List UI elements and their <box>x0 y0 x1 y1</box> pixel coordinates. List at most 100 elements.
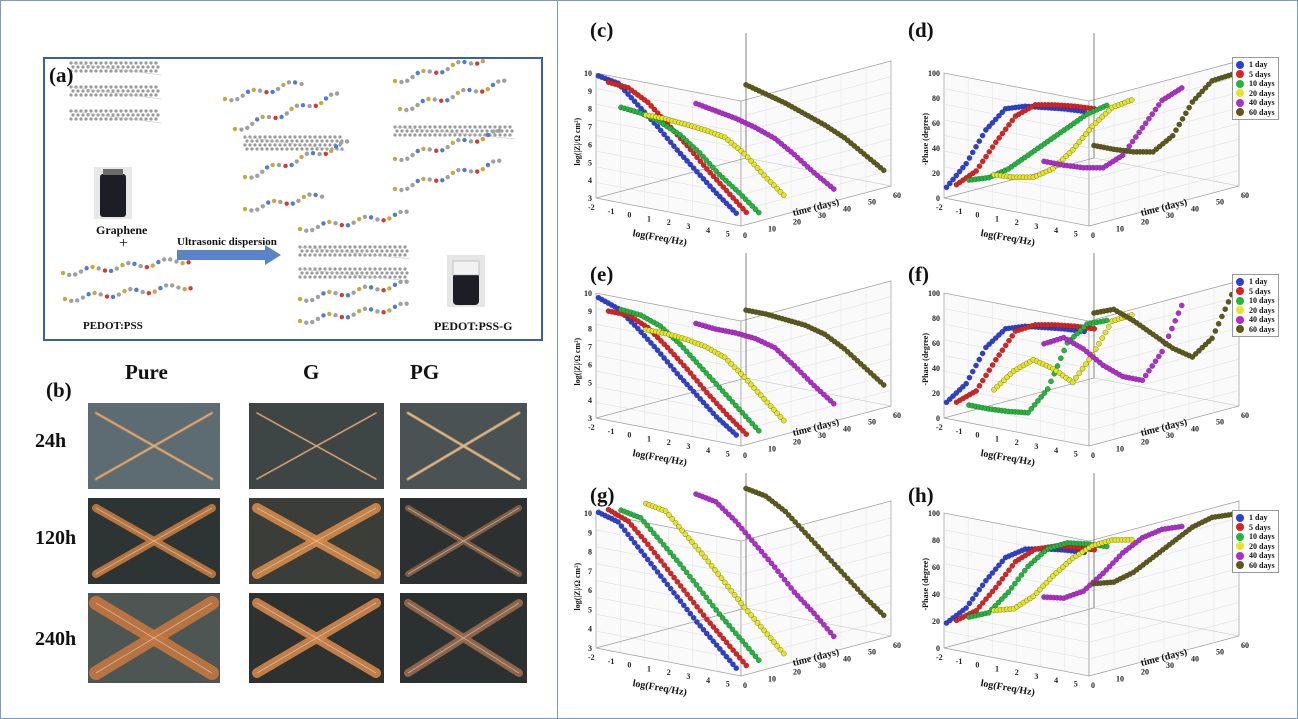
data-point <box>778 572 785 579</box>
data-point <box>1128 97 1135 103</box>
atom <box>139 109 143 113</box>
atom <box>307 192 312 197</box>
data-point <box>1040 583 1046 589</box>
data-point <box>696 150 703 156</box>
freq-tick-label: 5 <box>1074 450 1078 459</box>
atom <box>387 286 392 291</box>
atom <box>116 89 120 93</box>
atom <box>111 113 115 117</box>
atom <box>124 93 128 97</box>
data-point <box>733 402 739 409</box>
atom <box>94 69 98 73</box>
atom <box>268 135 272 139</box>
time-tick-label: 20 <box>793 668 801 677</box>
atom <box>126 260 131 266</box>
data-point <box>738 371 744 377</box>
data-point <box>755 545 762 551</box>
data-point <box>717 646 723 652</box>
data-point <box>1172 318 1178 324</box>
atom <box>271 198 277 204</box>
panel-label-e: (e) <box>590 262 614 286</box>
time-tick-label: 20 <box>793 218 801 227</box>
y-tick-label: 9 <box>588 87 592 96</box>
legend-marker <box>1236 542 1244 551</box>
time-tick-label: 50 <box>868 198 876 207</box>
data-point <box>742 642 749 648</box>
atom <box>390 271 394 275</box>
data-point <box>976 383 983 389</box>
atom <box>154 61 158 65</box>
polymer-chain <box>242 192 325 213</box>
atom <box>313 275 317 279</box>
atom <box>74 93 78 97</box>
atom <box>415 148 420 154</box>
polymer-chain <box>392 50 502 85</box>
atom <box>334 91 340 96</box>
data-point <box>762 552 768 559</box>
legend-marker <box>1236 551 1244 560</box>
atom <box>397 106 403 112</box>
atom <box>303 245 307 249</box>
data-point <box>767 635 774 641</box>
atom <box>296 198 301 204</box>
data-point <box>1086 127 1092 133</box>
series-20-days <box>643 500 787 657</box>
data-point <box>736 424 743 431</box>
data-point <box>726 203 733 210</box>
atom <box>497 158 502 163</box>
atom <box>86 292 91 297</box>
atom <box>74 85 78 89</box>
atom <box>315 139 319 143</box>
data-point <box>674 370 680 377</box>
atom <box>69 298 74 304</box>
data-point <box>668 570 674 577</box>
data-point <box>774 185 780 192</box>
atom <box>76 113 80 117</box>
atom <box>71 65 75 69</box>
data-point <box>687 573 693 580</box>
legend-item: 60 days <box>1236 561 1275 571</box>
data-point <box>992 566 999 572</box>
atom <box>84 109 88 113</box>
data-point <box>733 421 740 427</box>
atom <box>328 135 332 139</box>
atom <box>283 135 287 139</box>
atom <box>260 114 265 120</box>
data-point <box>828 558 835 564</box>
freq-axis-label: log(Freq/Hz) <box>632 448 688 468</box>
atom <box>313 267 317 271</box>
data-point <box>660 542 667 548</box>
time-tick-label: 10 <box>768 444 776 453</box>
atom <box>450 94 455 100</box>
data-point <box>1192 95 1199 102</box>
freq-tick-label: 0 <box>627 661 631 670</box>
series-40-days <box>693 491 837 640</box>
data-point <box>794 592 801 599</box>
legend-label: 10 days <box>1249 79 1275 89</box>
data-point <box>751 616 757 622</box>
atom <box>505 129 509 133</box>
data-point <box>844 575 851 582</box>
data-point <box>956 168 963 175</box>
data-point <box>761 627 767 634</box>
atom <box>188 286 193 291</box>
data-point <box>771 182 777 189</box>
data-point <box>736 655 743 661</box>
atom <box>69 117 73 121</box>
data-point <box>1178 523 1185 530</box>
atom <box>321 291 326 296</box>
data-point <box>728 587 735 594</box>
data-point <box>976 587 983 593</box>
data-point <box>791 362 798 369</box>
chart-e: 3 4 5 6 7 8 9 10 log(|Z|/Ω cm²) -2 -1 0 1 2 3 4 5 log(Fre… <box>566 253 901 470</box>
data-point <box>979 600 986 606</box>
atom <box>156 113 160 117</box>
atom <box>69 69 73 73</box>
data-point <box>720 407 727 414</box>
data-point <box>1005 589 1012 595</box>
atom <box>405 271 409 275</box>
data-point <box>687 161 694 168</box>
atom <box>102 268 108 273</box>
atom <box>146 113 150 117</box>
data-point <box>1165 333 1172 339</box>
